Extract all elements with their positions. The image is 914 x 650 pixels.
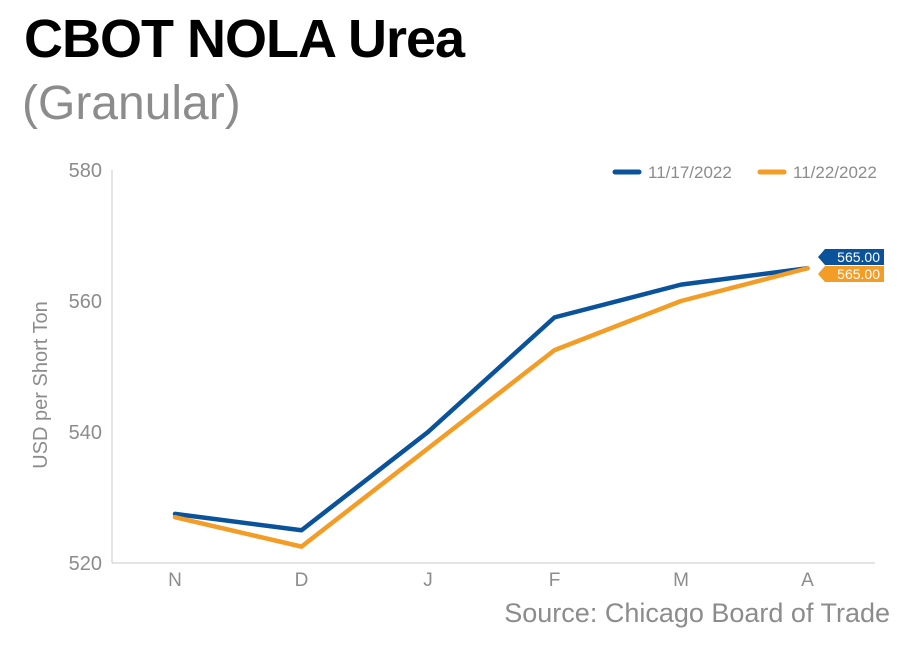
end-label-value: 565.00 (837, 266, 880, 282)
source-note: Source: Chicago Board of Trade (504, 598, 890, 628)
chart-title: CBOT NOLA Urea (24, 9, 465, 69)
x-tick-label: J (423, 570, 433, 591)
legend-label: 11/17/2022 (648, 163, 732, 182)
x-tick-label: M (673, 570, 689, 591)
x-tick-label: N (168, 570, 182, 591)
legend-label: 11/22/2022 (793, 163, 877, 182)
end-label-value: 565.00 (837, 249, 880, 265)
y-ticks: 520 540 560 580 (69, 160, 102, 575)
series-line (172, 266, 810, 533)
x-tick-label: D (295, 570, 309, 591)
x-tick-label: A (801, 570, 814, 591)
series-line (172, 266, 810, 549)
chart-subtitle: (Granular) (22, 77, 241, 130)
series-lines (172, 266, 810, 549)
y-tick-label: 560 (69, 291, 102, 313)
y-tick-label: 540 (69, 422, 102, 444)
end-label-flag (818, 249, 884, 265)
y-tick-label: 580 (69, 160, 102, 182)
x-tick-label: F (549, 570, 561, 591)
y-axis-label: USD per Short Ton (30, 301, 52, 469)
y-tick-label: 520 (69, 553, 102, 575)
legend: 11/17/2022 11/22/2022 (612, 163, 877, 182)
end-label-flag (818, 266, 884, 282)
